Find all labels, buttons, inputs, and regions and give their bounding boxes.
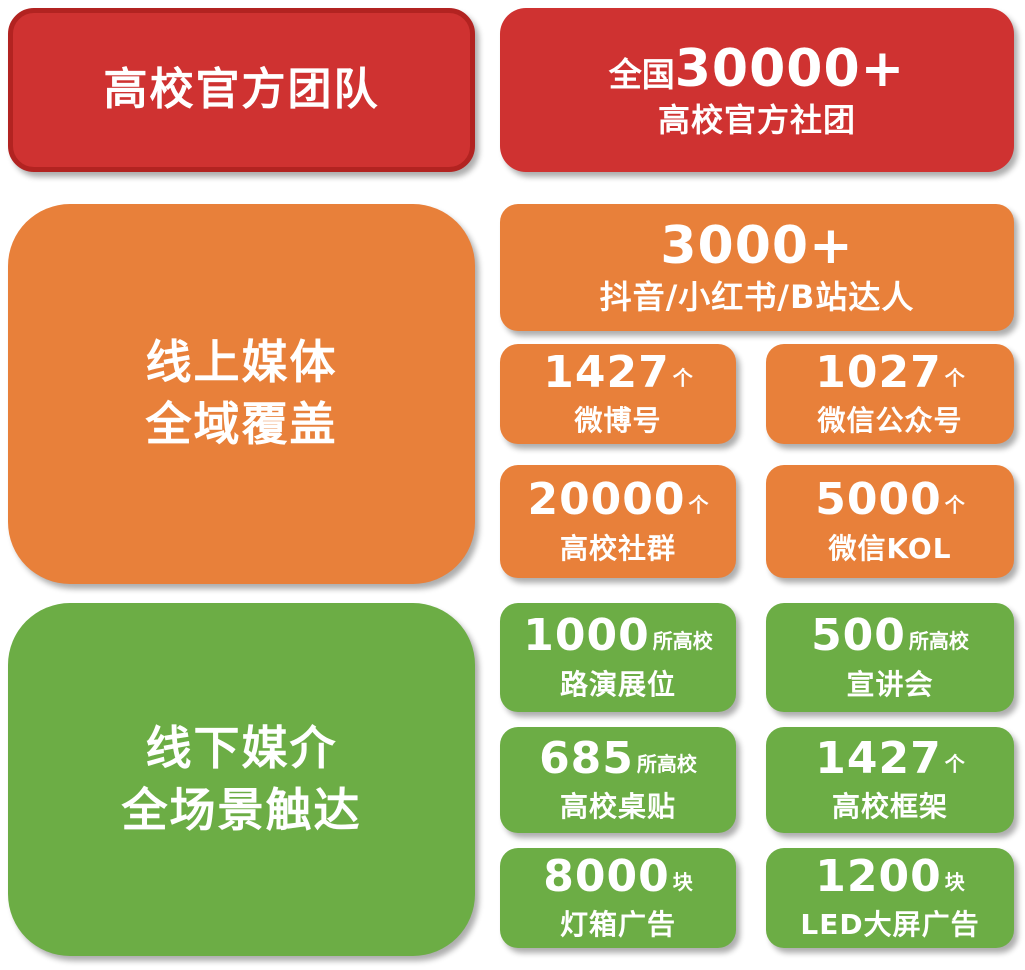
stat-number-line: 8000 块 xyxy=(543,853,692,901)
stat-unit: 所高校 xyxy=(652,629,713,654)
card-douyin-xiaohongshu-bilibili-stat: 3000+ 抖音/小红书/B站达人 xyxy=(500,204,1014,331)
card-roadshow-booths-stat: 1000 所高校 路演展位 xyxy=(500,603,736,712)
stat-number-line: 1427 个 xyxy=(543,349,692,397)
stat-unit: 个 xyxy=(688,493,709,518)
stat-unit: 个 xyxy=(944,751,965,776)
stat-label: 微信公众号 xyxy=(817,404,963,438)
stat-unit: 所高校 xyxy=(636,751,697,776)
card-info-sessions-stat: 500 所高校 宣讲会 xyxy=(766,603,1014,712)
stat-number-line: 1200 块 xyxy=(815,853,964,901)
stat-number: 1427 xyxy=(815,732,942,784)
online-header-line2: 全域覆盖 xyxy=(145,397,338,451)
card-offline-media-header: 线下媒介 全场景触达 xyxy=(8,603,475,956)
stat-number-line: 5000 个 xyxy=(815,476,964,524)
stat-unit: 个 xyxy=(672,365,693,390)
card-wechat-official-accounts-stat: 1027 个 微信公众号 xyxy=(766,344,1014,444)
stat-label: 宣讲会 xyxy=(846,667,934,701)
stat-number-line: 3000+ xyxy=(660,218,853,274)
offline-header-line1: 线下媒介 xyxy=(145,720,338,775)
stat-unit: 块 xyxy=(944,869,965,894)
stat-number-line: 685 所高校 xyxy=(539,735,697,783)
stat-number: 30000+ xyxy=(674,38,906,99)
card-desk-stickers-stat: 685 所高校 高校桌贴 xyxy=(500,727,736,833)
card-national-clubs-stat: 全国 30000+ 高校官方社团 xyxy=(500,8,1014,172)
card-campus-frames-stat: 1427 个 高校框架 xyxy=(766,727,1014,833)
stat-label: 高校社群 xyxy=(559,531,676,565)
online-header-line1: 线上媒体 xyxy=(145,335,338,390)
offline-header-line2: 全场景触达 xyxy=(121,782,362,837)
stat-number-line: 全国 30000+ xyxy=(609,41,905,97)
stat-label: 高校桌贴 xyxy=(559,790,676,824)
stat-label: LED大屏广告 xyxy=(800,908,980,942)
stat-number: 1000 xyxy=(523,610,650,662)
card-wechat-kol-stat: 5000 个 微信KOL xyxy=(766,465,1014,578)
stat-label: 微信KOL xyxy=(828,531,952,565)
stat-number-line: 1027 个 xyxy=(815,349,964,397)
official-team-title: 高校官方团队 xyxy=(103,63,380,115)
stat-number: 500 xyxy=(811,610,906,662)
stat-unit: 所高校 xyxy=(908,629,969,654)
stat-prefix: 全国 xyxy=(608,54,675,94)
stat-number: 1427 xyxy=(543,346,670,398)
stat-number: 5000 xyxy=(815,474,942,526)
stat-label: 路演展位 xyxy=(559,667,676,701)
stat-number: 1027 xyxy=(815,346,942,398)
stat-label: 微博号 xyxy=(574,404,662,438)
stat-number-line: 1427 个 xyxy=(815,735,964,783)
stat-number: 20000 xyxy=(527,474,686,526)
stat-unit: 个 xyxy=(944,493,965,518)
stat-label: 高校框架 xyxy=(831,790,948,824)
stat-number: 685 xyxy=(539,732,634,784)
stat-number-line: 1000 所高校 xyxy=(523,612,712,660)
card-weibo-accounts-stat: 1427 个 微博号 xyxy=(500,344,736,444)
stat-number: 3000+ xyxy=(660,216,854,277)
stat-number: 1200 xyxy=(815,850,942,902)
stat-label: 高校官方社团 xyxy=(657,100,856,139)
card-led-screen-ads-stat: 1200 块 LED大屏广告 xyxy=(766,848,1014,948)
stat-unit: 个 xyxy=(944,365,965,390)
stat-label: 抖音/小红书/B站达人 xyxy=(599,278,915,317)
stat-number-line: 20000 个 xyxy=(527,476,708,524)
card-official-team-header: 高校官方团队 xyxy=(8,8,475,172)
stat-number: 8000 xyxy=(543,850,670,902)
card-online-media-header: 线上媒体 全域覆盖 xyxy=(8,204,475,584)
card-campus-communities-stat: 20000 个 高校社群 xyxy=(500,465,736,578)
stat-label: 灯箱广告 xyxy=(559,908,676,942)
stat-unit: 块 xyxy=(672,869,693,894)
stat-number-line: 500 所高校 xyxy=(811,612,969,660)
card-lightbox-ads-stat: 8000 块 灯箱广告 xyxy=(500,848,736,948)
